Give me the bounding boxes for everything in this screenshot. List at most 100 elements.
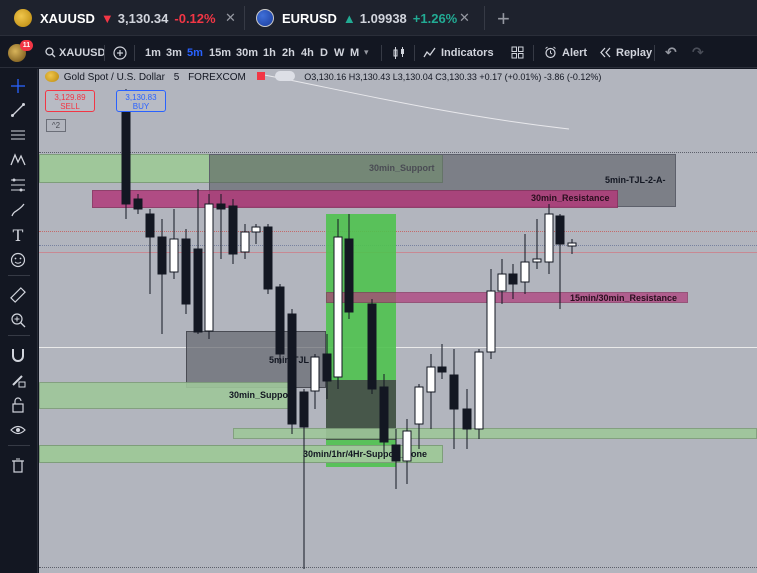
alarm-clock-icon	[545, 46, 556, 59]
candle-body	[169, 238, 179, 273]
tab-divider	[484, 6, 485, 30]
price-line	[39, 245, 757, 246]
symbol-search[interactable]: XAUUSD	[45, 37, 105, 68]
interval-dropdown-icon[interactable]: ▾	[364, 47, 369, 57]
candle-body	[204, 203, 214, 332]
candle-body	[333, 236, 343, 378]
candle-body	[449, 374, 459, 410]
indicators-label: Indicators	[441, 46, 494, 59]
close-icon[interactable]: ✕	[459, 10, 470, 25]
trash-icon[interactable]	[8, 455, 28, 475]
zone-label: 5min-TJL-2-A-	[605, 175, 666, 185]
interval-1m[interactable]: 1m	[145, 46, 161, 59]
legend-ohlc: O3,130.16 H3,130.43 L3,130.04 C3,130.33 …	[304, 72, 602, 82]
candle-body	[287, 313, 297, 425]
emoji-icon[interactable]	[8, 250, 28, 270]
interval-3m[interactable]: 3m	[166, 46, 182, 59]
candle-body	[402, 430, 412, 462]
candle-body	[544, 213, 554, 263]
collapse-button[interactable]: ^2	[46, 119, 66, 132]
interval-15m[interactable]: 15m	[209, 46, 232, 59]
sell-button[interactable]: 3,129.89 SELL	[45, 90, 95, 112]
undo-icon[interactable]: ↶	[665, 44, 677, 60]
tab-xauusd[interactable]: XAUUSD ▼ 3,130.34 -0.12%	[14, 2, 216, 34]
price-line	[39, 347, 757, 348]
interval-30m[interactable]: 30m	[236, 46, 259, 59]
pattern-icon[interactable]	[8, 150, 28, 170]
zoom-in-icon[interactable]	[8, 310, 28, 330]
avatar[interactable]: 11	[8, 37, 33, 68]
ruler-icon[interactable]	[8, 285, 28, 305]
candle-body	[121, 103, 131, 205]
candle-body	[567, 242, 577, 247]
market-closed-icon	[256, 72, 265, 80]
interval-5m[interactable]: 5m	[187, 46, 203, 59]
lock-icon[interactable]	[8, 395, 28, 415]
interval-4h[interactable]: 4h	[301, 46, 314, 59]
interval-2h[interactable]: 2h	[282, 46, 295, 59]
price-chart[interactable]: 30min_Support 5min-TJL-2-A- 30min_Resist…	[39, 69, 757, 573]
candle-body	[299, 391, 309, 428]
grid-line	[39, 567, 757, 568]
grid-icon	[511, 46, 524, 59]
replay-button[interactable]: Replay	[599, 37, 652, 68]
candle-body	[240, 231, 250, 253]
zone-label: 15min/30min_Resistance	[570, 293, 678, 303]
new-tab-icon[interactable]: +	[497, 6, 510, 31]
price-line	[39, 252, 757, 253]
support-zone[interactable]	[39, 445, 443, 463]
candle-body	[555, 215, 565, 245]
tab-eurusd[interactable]: EURUSD ▲ 1.09938 +1.26%	[256, 2, 457, 34]
candle-body	[310, 356, 320, 392]
buy-button[interactable]: 3,130.83 BUY	[116, 90, 166, 112]
lock-drawings-pencil-icon[interactable]	[8, 370, 28, 390]
zone-label: 30min_Support	[369, 163, 435, 173]
candle-body	[379, 386, 389, 443]
redo-icon[interactable]: ↷	[692, 44, 704, 60]
horizontal-lines-icon[interactable]	[8, 125, 28, 145]
candle-body	[344, 238, 354, 313]
tab-divider	[244, 6, 245, 30]
candle-body	[391, 444, 401, 462]
text-tool-icon[interactable]: T	[12, 225, 24, 245]
price-line	[39, 231, 757, 232]
candle-body	[322, 353, 332, 382]
candlestick-icon	[393, 46, 404, 59]
alert-label: Alert	[562, 46, 588, 59]
candles-button[interactable]	[392, 37, 406, 68]
interval-w[interactable]: W	[334, 46, 345, 59]
crosshair-icon[interactable]	[8, 76, 28, 96]
compare-button[interactable]	[113, 37, 127, 68]
candle-body	[426, 366, 436, 393]
symbol-tab-bar: XAUUSD ▼ 3,130.34 -0.12% ✕ EURUSD ▲ 1.09…	[0, 0, 757, 36]
sell-price: 3,129.89	[54, 93, 86, 102]
eye-icon[interactable]	[8, 420, 28, 440]
candle-body	[157, 236, 167, 275]
gold-logo-icon	[14, 9, 32, 27]
brush-icon[interactable]	[8, 200, 28, 220]
magnet-icon[interactable]	[8, 345, 28, 365]
plus-circle-icon	[113, 45, 127, 60]
fib-retracement-icon[interactable]	[8, 175, 28, 195]
zone-label: 30min_Support	[229, 390, 295, 400]
alert-button[interactable]: Alert	[544, 37, 587, 68]
templates-button[interactable]	[511, 37, 524, 68]
trend-line-icon[interactable]	[8, 100, 28, 120]
tab-price: 1.09938	[359, 10, 407, 26]
tab-price: 3,130.34	[117, 10, 169, 26]
interval-d[interactable]: D	[320, 46, 328, 59]
drawing-toolbar: T	[0, 69, 38, 573]
candle-body	[520, 261, 530, 283]
resistance-zone[interactable]	[326, 292, 688, 303]
candle-body	[497, 273, 507, 292]
candle-body	[193, 248, 203, 333]
euro-flag-icon	[256, 9, 274, 27]
close-icon[interactable]: ✕	[225, 10, 236, 25]
candle-body	[462, 408, 472, 430]
indicators-button[interactable]: Indicators	[423, 37, 494, 68]
buy-price: 3,130.83	[125, 93, 157, 102]
candle-body	[275, 286, 285, 355]
support-zone[interactable]	[39, 382, 291, 409]
interval-m[interactable]: M	[350, 46, 360, 59]
interval-1h[interactable]: 1h	[263, 46, 276, 59]
